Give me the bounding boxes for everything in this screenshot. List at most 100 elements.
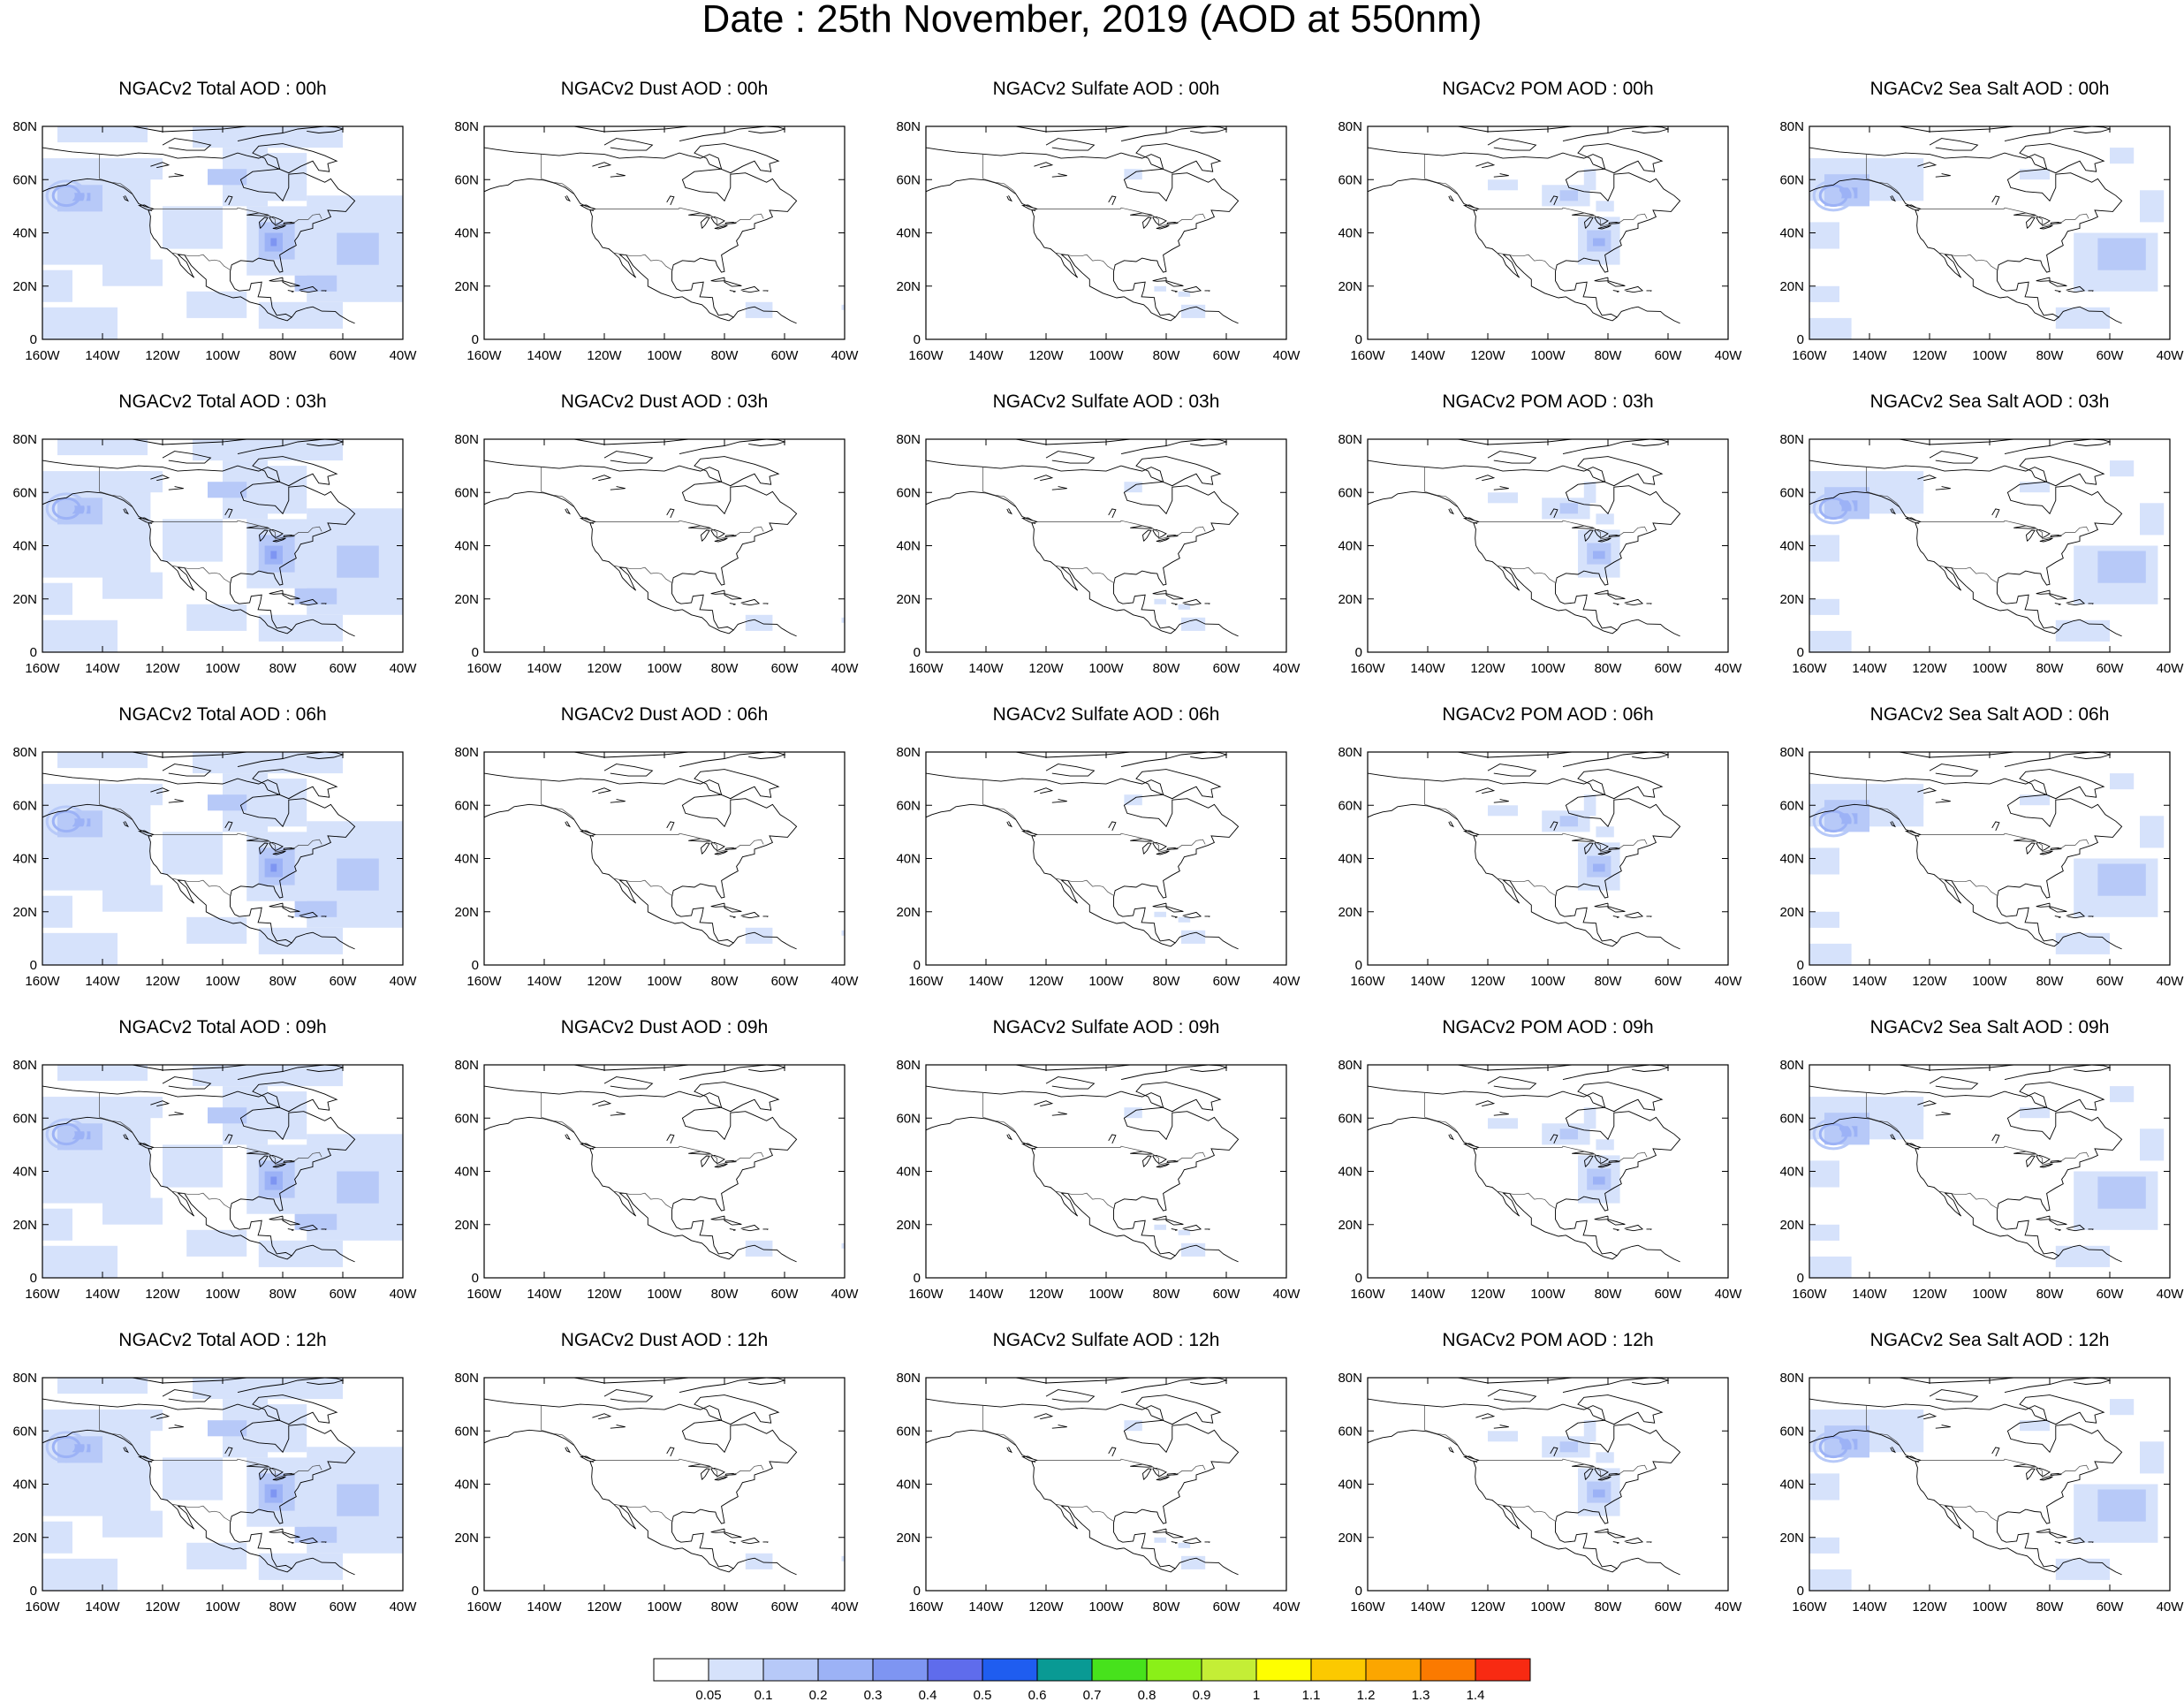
aod-cell [1181,1555,1206,1569]
x-tick-label: 140W [85,974,120,989]
x-tick-label: 60W [771,1599,800,1615]
y-tick-label: 40N [454,226,479,241]
aod-cell [745,614,773,631]
y-tick-label: 20N [12,1218,37,1233]
cyclone-swirl [45,805,87,838]
x-tick-label: 100W [1530,974,1566,989]
aod-cell [1596,201,1614,212]
aod-cell [72,818,91,827]
x-tick-label: 120W [145,661,180,676]
aod-cell [2097,551,2146,583]
aod-cell [186,604,247,631]
cyclone-swirl [45,1431,87,1463]
x-tick-label: 60W [771,974,800,989]
y-tick-label: 40N [1779,1478,1804,1493]
aod-field [42,439,403,652]
aod-cell [193,752,343,774]
aod-cell [1181,304,1206,318]
aod-cell [1181,930,1206,944]
x-tick-label: 100W [1972,661,2007,676]
aod-cell [1875,476,1924,493]
aod-cell [1488,1431,1518,1442]
cyclone-swirl [1812,492,1854,525]
aod-cell [1809,535,1839,562]
x-tick-label: 140W [1852,974,1887,989]
aod-cell [270,863,277,872]
x-tick-label: 80W [711,1599,739,1615]
aod-cell [258,301,343,329]
aod-cell [1181,1242,1206,1257]
y-tick-label: 80N [896,119,921,134]
x-tick-label: 40W [831,1599,860,1615]
coastlines [1809,439,2123,637]
y-tick-label: 20N [454,905,479,920]
x-tick-label: 40W [390,1599,418,1615]
y-tick-label: 60N [454,798,479,813]
x-tick-label: 100W [647,661,682,676]
x-tick-label: 60W [2097,974,2125,989]
aod-cell [193,439,343,461]
y-tick-label: 20N [1779,1218,1804,1233]
map-panel-pom-0: NGACv2 POM AOD : 00h 80N 60N 40N 20N 0 160W 140… [1325,80,1767,380]
y-tick-label: 20N [896,1218,921,1233]
y-tick-label: 40N [1779,852,1804,867]
aod-cell [1809,1569,1852,1591]
map-panel-pom-2: NGACv2 POM AOD : 06h 80N 60N 40N 20N 0 160W 140… [1325,705,1767,1006]
y-tick-label: 80N [1779,432,1804,447]
x-tick-label: 140W [968,1599,1004,1615]
x-tick-label: 100W [1972,974,2007,989]
y-tick-label: 60N [12,1111,37,1126]
y-tick-label: 80N [12,119,37,134]
panel-title: NGACv2 Sea Salt AOD : 09h [1869,1017,2110,1037]
aod-cell [2097,1489,2146,1522]
y-tick-label: 60N [896,798,921,813]
cyclone-swirl [51,497,81,520]
aod-field [745,927,845,944]
coastlines [926,1065,1240,1263]
x-tick-label: 40W [390,1287,418,1302]
y-tick-label: 0 [1355,1584,1362,1599]
y-tick-label: 60N [1779,485,1804,500]
aod-cell [1583,169,1596,191]
panel-title: NGACv2 POM AOD : 00h [1442,79,1654,99]
aod-cell [841,1555,845,1561]
panel-title: NGACv2 Sulfate AOD : 00h [992,79,1220,99]
aod-cell [1488,179,1518,191]
y-tick-label: 20N [1338,1531,1362,1546]
y-tick-label: 60N [896,1111,921,1126]
aod-field [42,1065,403,1278]
cyclone-swirl [1824,1127,1842,1141]
x-tick-label: 160W [25,974,60,989]
x-tick-label: 100W [1972,348,2007,363]
x-tick-label: 40W [1273,661,1301,676]
x-tick-label: 80W [1595,348,1623,363]
aod-cell [2110,773,2135,790]
aod-cell [270,551,277,559]
aod-cell [337,1484,379,1516]
aod-field [42,752,403,965]
figure-title: Date : 25th November, 2019 (AOD at 550nm… [701,0,1483,41]
aod-cell [2055,932,2110,954]
aod-cell [2140,190,2165,223]
aod-cell [1154,285,1166,292]
x-tick-label: 60W [2097,1287,2125,1302]
y-tick-label: 80N [1779,745,1804,760]
aod-cell [42,307,118,339]
y-tick-label: 80N [454,432,479,447]
aod-cell [1809,285,1839,302]
x-tick-label: 160W [908,348,944,363]
aod-cell [1875,1415,1924,1432]
x-tick-label: 80W [2036,1599,2065,1615]
aod-cell [1583,1107,1596,1129]
x-tick-label: 60W [330,1287,358,1302]
y-tick-label: 40N [12,226,37,241]
aod-cell [2140,816,2165,848]
